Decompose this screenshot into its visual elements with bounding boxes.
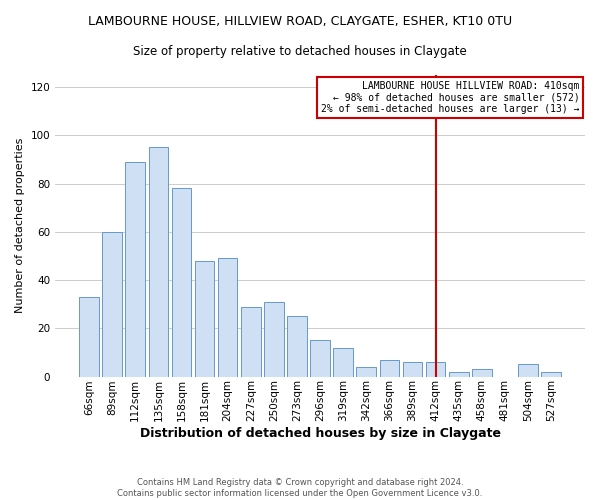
Bar: [264, 302, 284, 376]
Bar: [380, 360, 399, 376]
Bar: [334, 348, 353, 376]
Bar: [103, 232, 122, 376]
Bar: [287, 316, 307, 376]
Text: Contains HM Land Registry data © Crown copyright and database right 2024.
Contai: Contains HM Land Registry data © Crown c…: [118, 478, 482, 498]
Bar: [125, 162, 145, 376]
Bar: [403, 362, 422, 376]
Bar: [149, 148, 168, 376]
X-axis label: Distribution of detached houses by size in Claygate: Distribution of detached houses by size …: [140, 427, 500, 440]
Bar: [518, 364, 538, 376]
Bar: [218, 258, 238, 376]
Text: Size of property relative to detached houses in Claygate: Size of property relative to detached ho…: [133, 45, 467, 58]
Bar: [172, 188, 191, 376]
Bar: [195, 260, 214, 376]
Bar: [449, 372, 469, 376]
Bar: [241, 306, 260, 376]
Bar: [426, 362, 445, 376]
Bar: [310, 340, 330, 376]
Bar: [79, 297, 99, 376]
Y-axis label: Number of detached properties: Number of detached properties: [15, 138, 25, 314]
Bar: [356, 367, 376, 376]
Bar: [472, 370, 491, 376]
Bar: [541, 372, 561, 376]
Text: LAMBOURNE HOUSE HILLVIEW ROAD: 410sqm
← 98% of detached houses are smaller (572): LAMBOURNE HOUSE HILLVIEW ROAD: 410sqm ← …: [321, 80, 580, 114]
Text: LAMBOURNE HOUSE, HILLVIEW ROAD, CLAYGATE, ESHER, KT10 0TU: LAMBOURNE HOUSE, HILLVIEW ROAD, CLAYGATE…: [88, 15, 512, 28]
